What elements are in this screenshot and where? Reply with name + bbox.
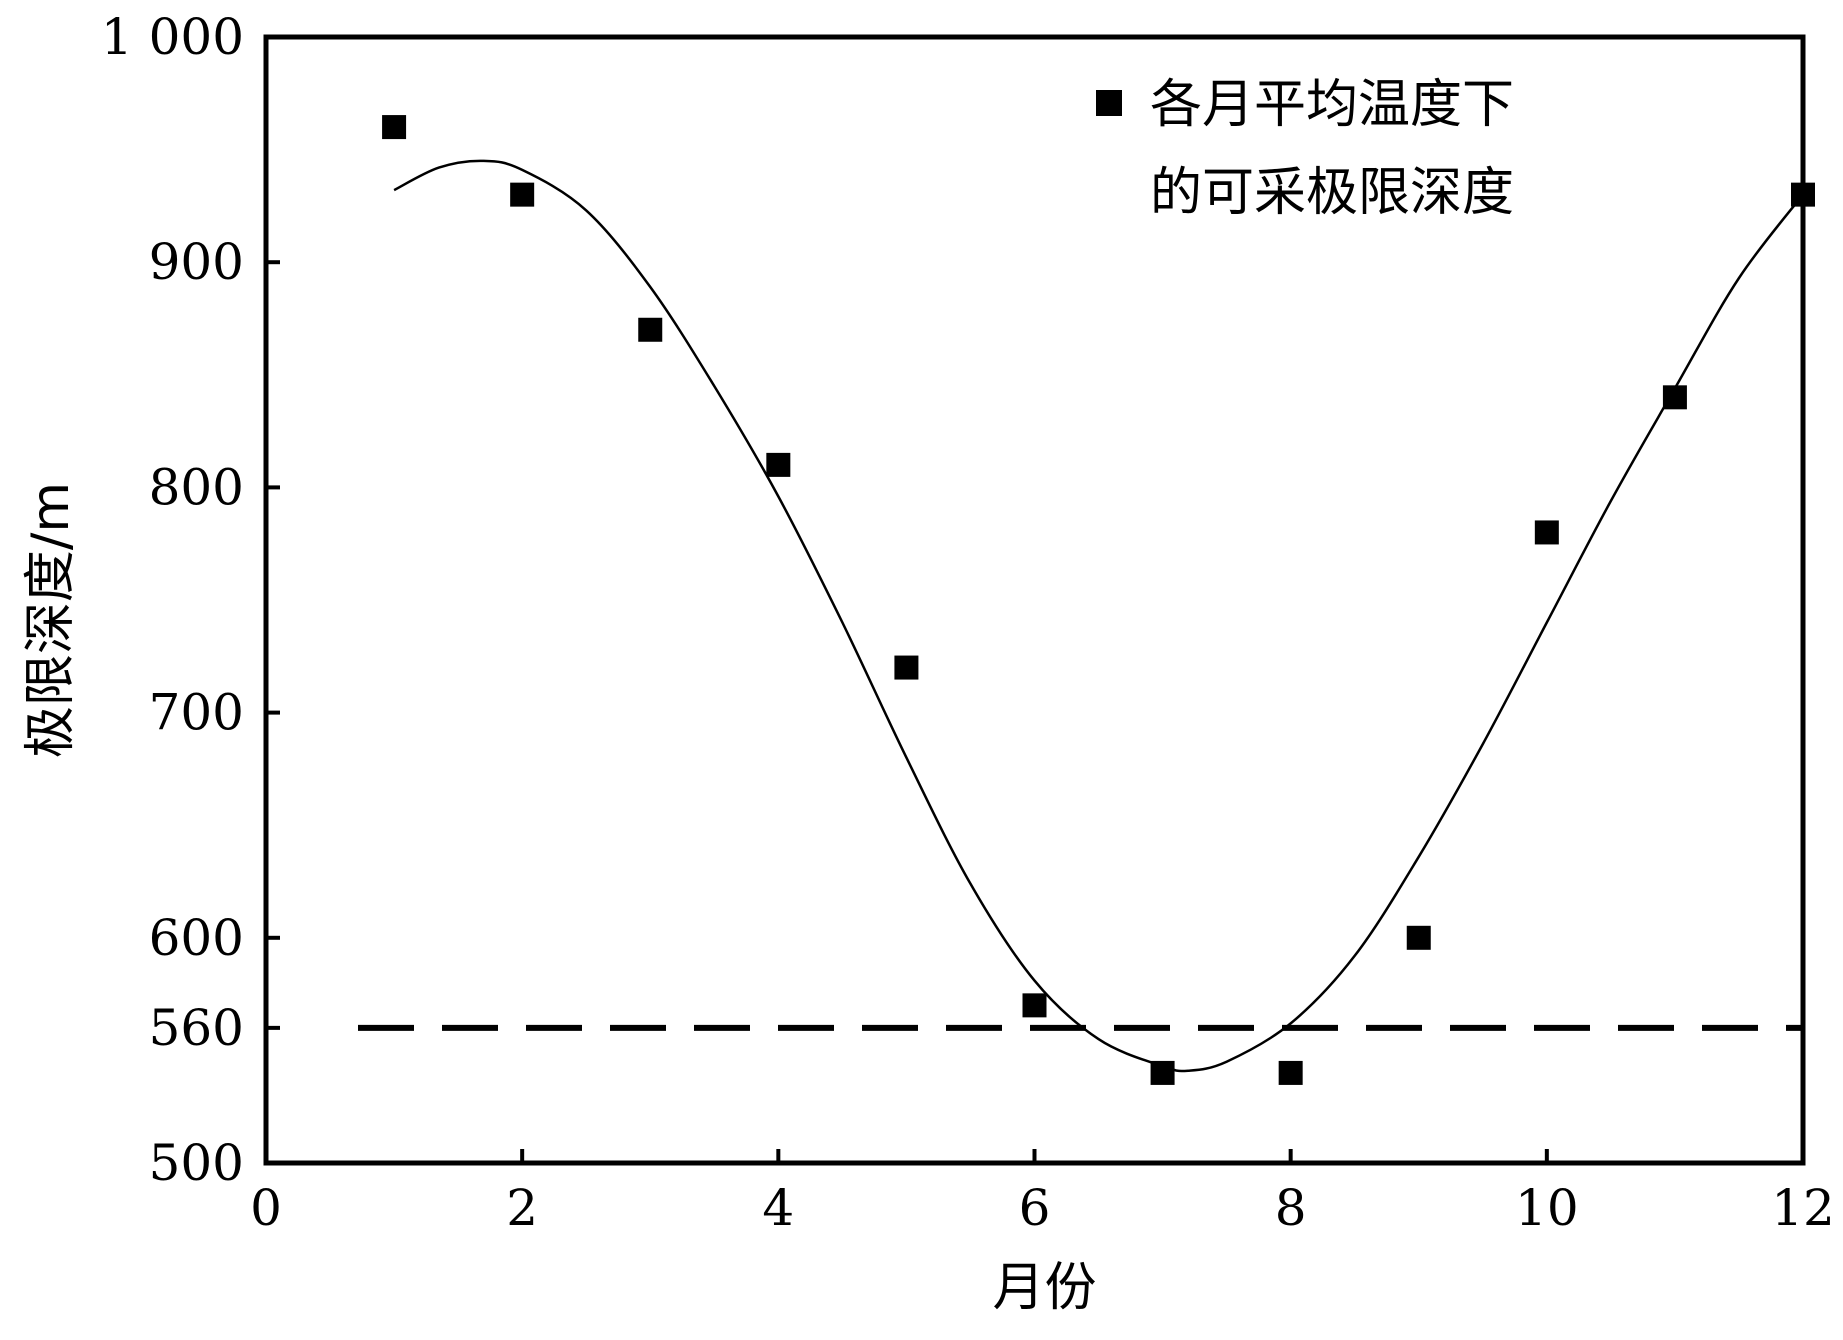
y-tick-label: 700 (149, 684, 244, 742)
y-tick-label: 600 (149, 909, 244, 967)
x-tick-label: 2 (506, 1179, 538, 1237)
legend-label-line1: 各月平均温度下 (1150, 75, 1514, 135)
data-point-month-2 (510, 182, 535, 207)
x-tick-label: 4 (762, 1179, 794, 1237)
legend: 各月平均温度下 的可采极限深度 (1096, 75, 1514, 223)
y-axis: 500 560 600 700 800 900 1 000 (101, 8, 280, 1192)
x-axis-title: 月份 (992, 1258, 1096, 1318)
data-point-month-9 (1406, 925, 1431, 950)
y-tick-label: 800 (149, 458, 244, 516)
data-point-month-10 (1534, 520, 1559, 545)
data-point-month-6 (1022, 993, 1047, 1018)
legend-marker (1096, 90, 1122, 116)
x-axis: 0 2 4 6 8 10 12 (250, 1149, 1835, 1237)
y-tick-label: 1 000 (101, 8, 244, 66)
data-point-month-1 (382, 115, 407, 140)
data-point-month-8 (1278, 1060, 1303, 1085)
x-tick-label: 8 (1275, 1179, 1307, 1237)
data-point-month-5 (894, 655, 919, 680)
y-tick-label: 500 (149, 1134, 244, 1192)
fit-curve (393, 159, 1804, 1073)
legend-label-line2: 的可采极限深度 (1150, 163, 1514, 223)
y-axis-title: 极限深度/m (21, 482, 81, 758)
data-point-month-11 (1662, 385, 1687, 410)
x-tick-label: 10 (1515, 1179, 1579, 1237)
data-point-month-3 (638, 317, 663, 342)
plot-layer (358, 115, 1815, 1085)
x-tick-label: 6 (1019, 1179, 1051, 1237)
data-point-month-4 (766, 452, 791, 477)
y-tick-label: 560 (149, 999, 244, 1057)
x-tick-label: 0 (250, 1179, 282, 1237)
y-tick-label: 900 (149, 233, 244, 291)
x-tick-label: 12 (1771, 1179, 1835, 1237)
data-point-month-7 (1150, 1060, 1175, 1085)
